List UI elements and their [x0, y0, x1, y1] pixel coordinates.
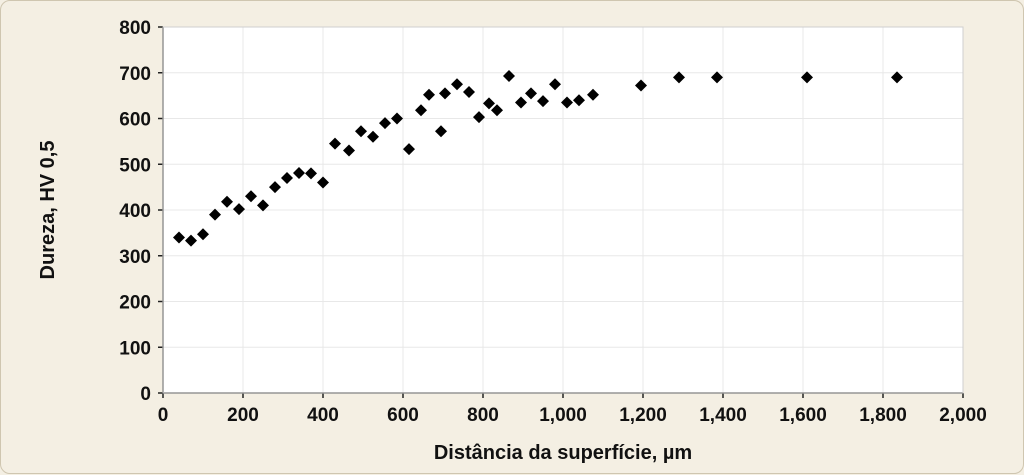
- data-point: [197, 228, 209, 241]
- data-point: [305, 167, 317, 180]
- data-point: [435, 125, 447, 138]
- data-points: [173, 69, 903, 247]
- data-point: [403, 143, 415, 156]
- data-point: [537, 95, 549, 108]
- data-point: [329, 137, 341, 150]
- data-point: [525, 87, 537, 100]
- x-tick-label: 2,000: [939, 405, 987, 426]
- data-point: [561, 96, 573, 109]
- data-point: [209, 208, 221, 221]
- axes: [158, 26, 964, 398]
- data-point: [173, 231, 185, 244]
- x-tick-labels: 0 200 400 600 800 1,000 1,200 1,400 1,600 1,800 2,…: [158, 405, 987, 426]
- data-point: [439, 87, 451, 100]
- data-point: [801, 71, 813, 84]
- data-point: [379, 117, 391, 130]
- data-point: [515, 96, 527, 109]
- data-point: [463, 85, 475, 98]
- y-tick-label: 700: [119, 64, 151, 85]
- data-point: [317, 176, 329, 189]
- data-point: [233, 203, 245, 216]
- y-tick-label: 200: [119, 293, 151, 314]
- y-axis-title: Dureza, HV 0,5: [37, 141, 59, 280]
- x-tick-label: 0: [158, 405, 169, 426]
- y-tick-label: 800: [119, 18, 151, 39]
- plot-border: [162, 26, 964, 394]
- data-point: [185, 234, 197, 247]
- data-point: [221, 195, 233, 208]
- y-tick-label: 500: [119, 155, 151, 176]
- data-point: [281, 171, 293, 184]
- y-tick-labels: 0 100 200 300 400 500 600 700 800: [119, 18, 151, 405]
- data-point: [711, 71, 723, 84]
- data-point: [293, 166, 305, 179]
- y-tick-label: 400: [119, 201, 151, 222]
- data-point: [549, 78, 561, 91]
- y-tick-label: 600: [119, 110, 151, 131]
- data-point: [451, 78, 463, 91]
- data-point: [423, 88, 435, 101]
- data-point: [891, 71, 903, 84]
- data-point: [503, 69, 515, 82]
- x-tick-label: 400: [307, 405, 339, 426]
- data-point: [483, 97, 495, 110]
- x-axis-title: Distância da superfície, µm: [434, 442, 692, 464]
- x-tick-label: 1,000: [539, 405, 587, 426]
- data-point: [343, 144, 355, 157]
- y-tick-label: 100: [119, 338, 151, 359]
- y-tick-label: 300: [119, 247, 151, 268]
- data-point: [473, 111, 485, 124]
- data-point: [367, 130, 379, 143]
- y-tick-label: 0: [140, 384, 151, 405]
- data-point: [257, 199, 269, 212]
- data-point: [491, 104, 503, 117]
- x-tick-label: 1,800: [859, 405, 907, 426]
- x-tick-label: 600: [387, 405, 419, 426]
- x-tick-label: 1,600: [779, 405, 827, 426]
- data-point: [573, 94, 585, 107]
- data-point: [673, 71, 685, 84]
- x-tick-label: 1,200: [619, 405, 667, 426]
- x-tick-label: 800: [467, 405, 499, 426]
- data-point: [355, 125, 367, 138]
- data-point: [415, 104, 427, 117]
- data-point: [269, 181, 281, 194]
- data-point: [245, 190, 257, 203]
- x-tick-label: 200: [227, 405, 259, 426]
- x-tick-label: 1,400: [699, 405, 747, 426]
- data-point: [391, 112, 403, 125]
- data-point: [587, 88, 599, 101]
- data-point: [635, 79, 647, 92]
